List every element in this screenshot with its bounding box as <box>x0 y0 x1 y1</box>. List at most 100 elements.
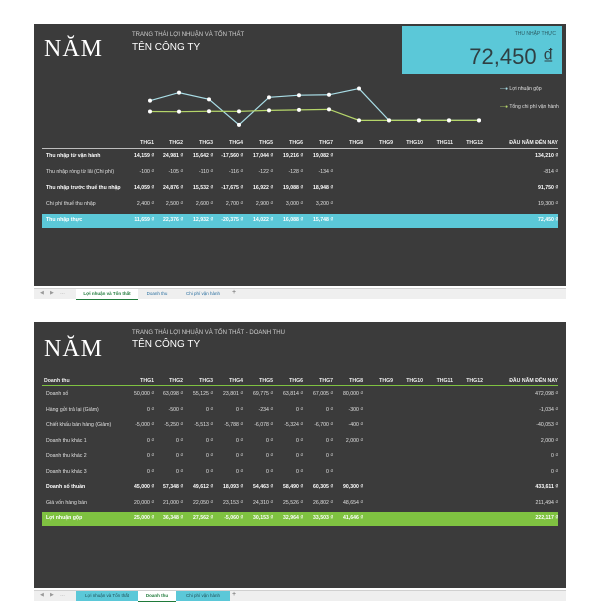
tab-revenue[interactable]: Doanh thu <box>146 291 168 296</box>
table-row[interactable]: Doanh số thuần 45,000 ₫ 57,348 ₫ 49,612 ₫ 18… <box>42 481 558 495</box>
table-cell[interactable]: 14,022 ₫ <box>253 217 273 223</box>
table-cell[interactable]: 19,088 ₫ <box>283 185 303 191</box>
table-cell[interactable]: -116 ₫ <box>228 169 243 175</box>
table-cell[interactable]: 41,646 ₫ <box>343 515 363 521</box>
table-cell[interactable]: -500 ₫ <box>168 406 184 413</box>
table-cell[interactable]: -5,788 ₫ <box>224 422 243 428</box>
table-cell[interactable]: 15,642 ₫ <box>193 153 213 159</box>
table-cell[interactable]: 24,876 ₫ <box>163 185 183 191</box>
table-cell[interactable]: 0 ₫ <box>326 437 333 444</box>
ytd-cell[interactable]: 19,300 ₫ <box>538 201 558 207</box>
ytd-cell[interactable]: 0 ₫ <box>551 453 558 459</box>
table-cell[interactable]: 0 ₫ <box>206 468 213 475</box>
tab-operating-costs[interactable]: Chi phí vận hành <box>185 291 221 296</box>
table-cell[interactable]: 49,612 ₫ <box>193 484 213 490</box>
table-cell[interactable]: 0 ₫ <box>296 406 303 413</box>
table-cell[interactable]: 20,000 ₫ <box>134 499 154 506</box>
table-cell[interactable]: 0 ₫ <box>236 468 243 475</box>
table-cell[interactable]: -100 ₫ <box>139 169 155 175</box>
table-cell[interactable]: 17,044 ₫ <box>253 153 273 159</box>
table-cell[interactable]: 0 ₫ <box>326 468 333 475</box>
table-cell[interactable]: -17,560 ₫ <box>221 153 243 159</box>
table-cell[interactable]: 0 ₫ <box>206 437 213 444</box>
table-cell[interactable]: -400 ₫ <box>348 422 364 428</box>
table-cell[interactable]: 0 ₫ <box>296 453 303 459</box>
table-cell[interactable]: -234 ₫ <box>258 406 274 413</box>
table-cell[interactable]: 16,922 ₫ <box>253 185 273 191</box>
table-cell[interactable]: 0 ₫ <box>147 437 154 444</box>
table-cell[interactable]: 63,814 ₫ <box>283 391 303 397</box>
table-cell[interactable]: 18,093 ₫ <box>223 484 243 490</box>
tab-prev-icon[interactable]: ◀ <box>40 290 44 296</box>
table-cell[interactable]: 0 ₫ <box>176 437 183 444</box>
table-cell[interactable]: -6,078 ₫ <box>254 422 273 428</box>
tab-profit-loss[interactable]: Lợi nhuận và Tổn thất <box>76 591 138 601</box>
table-cell[interactable]: 60,305 ₫ <box>313 484 333 490</box>
table-cell[interactable]: 30,153 ₫ <box>253 515 273 521</box>
table-row[interactable]: Thu nhập thực 11,659 ₫ 22,376 ₫ 12,932 ₫ -20… <box>42 214 558 228</box>
table-cell[interactable]: 11,659 ₫ <box>134 217 154 223</box>
table-cell[interactable]: -300 ₫ <box>348 406 364 413</box>
ytd-cell[interactable]: 472,098 ₫ <box>535 391 558 397</box>
table-cell[interactable]: -20,375 ₫ <box>221 217 243 223</box>
table-cell[interactable]: -105 ₫ <box>168 169 184 175</box>
table-cell[interactable]: 0 ₫ <box>147 406 154 413</box>
table-cell[interactable]: 0 ₫ <box>326 453 333 459</box>
table-cell[interactable]: 2,600 ₫ <box>195 201 213 207</box>
table-cell[interactable]: 2,000 ₫ <box>345 437 363 444</box>
table-cell[interactable]: 63,098 ₫ <box>163 391 183 397</box>
ytd-cell[interactable]: 91,750 ₫ <box>538 185 558 191</box>
table-cell[interactable]: 54,463 ₫ <box>253 484 273 490</box>
table-cell[interactable]: 22,376 ₫ <box>163 217 183 223</box>
table-cell[interactable]: 3,000 ₫ <box>285 201 303 207</box>
ytd-cell[interactable]: -814 ₫ <box>543 169 559 175</box>
table-cell[interactable]: 0 ₫ <box>236 437 243 444</box>
ytd-cell[interactable]: 433,611 ₫ <box>535 484 558 490</box>
table-cell[interactable]: 33,503 ₫ <box>313 515 333 521</box>
table-cell[interactable]: 0 ₫ <box>266 468 273 475</box>
tab-next-icon[interactable]: ▶ <box>50 290 54 296</box>
table-cell[interactable]: 0 ₫ <box>206 453 213 459</box>
tab-revenue[interactable]: Doanh thu <box>138 591 176 602</box>
tab-profit-loss[interactable]: Lợi nhuận và Tổn thất <box>76 289 138 300</box>
table-cell[interactable]: 67,005 ₫ <box>313 391 333 397</box>
table-cell[interactable]: 55,125 ₫ <box>193 391 213 397</box>
table-cell[interactable]: -134 ₫ <box>318 169 334 175</box>
table-cell[interactable]: -110 ₫ <box>198 169 213 175</box>
table-cell[interactable]: 48,654 ₫ <box>343 499 363 506</box>
ytd-cell[interactable]: 222,117 ₫ <box>535 515 558 521</box>
table-cell[interactable]: 80,000 ₫ <box>343 391 363 397</box>
table-cell[interactable]: 22,050 ₫ <box>193 499 213 506</box>
company-name[interactable]: TÊN CÔNG TY <box>132 42 201 53</box>
table-cell[interactable]: -5,324 ₫ <box>284 422 303 428</box>
tab-prev-icon[interactable]: ◀ <box>40 592 44 598</box>
table-cell[interactable]: 69,775 ₫ <box>253 391 273 397</box>
table-row[interactable]: Chiết khấu bán hàng (Giảm) -5,000 ₫ -5,250… <box>42 419 558 433</box>
tab-next-icon[interactable]: ▶ <box>50 592 54 598</box>
table-cell[interactable]: 58,490 ₫ <box>283 484 303 490</box>
table-row[interactable]: Doanh thu khác 2 0 ₫ 0 ₫ 0 ₫ 0 ₫ 0 ₫ 0 ₫ 0 ₫ 0 ₫ <box>42 450 558 464</box>
ytd-cell[interactable]: 72,450 ₫ <box>538 217 558 223</box>
table-cell[interactable]: 14,159 ₫ <box>134 153 154 159</box>
table-cell[interactable]: 2,400 ₫ <box>136 201 154 207</box>
table-cell[interactable]: -5,000 ₫ <box>135 422 154 428</box>
table-cell[interactable]: 0 ₫ <box>296 468 303 475</box>
table-cell[interactable]: 14,059 ₫ <box>134 185 154 191</box>
table-cell[interactable]: 2,500 ₫ <box>165 201 183 207</box>
table-cell[interactable]: 0 ₫ <box>296 437 303 444</box>
tab-more-icon[interactable]: … <box>60 592 65 598</box>
table-cell[interactable]: 24,310 ₫ <box>253 499 273 506</box>
add-sheet-icon[interactable]: + <box>232 289 237 296</box>
table-cell[interactable]: 25,526 ₫ <box>283 499 303 506</box>
table-cell[interactable]: 45,000 ₫ <box>134 484 154 490</box>
table-cell[interactable]: 0 ₫ <box>147 453 154 459</box>
table-cell[interactable]: -6,700 ₫ <box>314 422 333 428</box>
table-cell[interactable]: 0 ₫ <box>326 406 333 413</box>
company-name[interactable]: TÊN CÔNG TY <box>132 339 201 350</box>
table-cell[interactable]: 0 ₫ <box>147 468 154 475</box>
table-cell[interactable]: -17,675 ₫ <box>221 185 243 191</box>
table-cell[interactable]: 23,153 ₫ <box>223 499 243 506</box>
table-cell[interactable]: 0 ₫ <box>236 406 243 413</box>
table-cell[interactable]: 2,700 ₫ <box>225 201 243 207</box>
table-cell[interactable]: 2,900 ₫ <box>255 201 273 207</box>
